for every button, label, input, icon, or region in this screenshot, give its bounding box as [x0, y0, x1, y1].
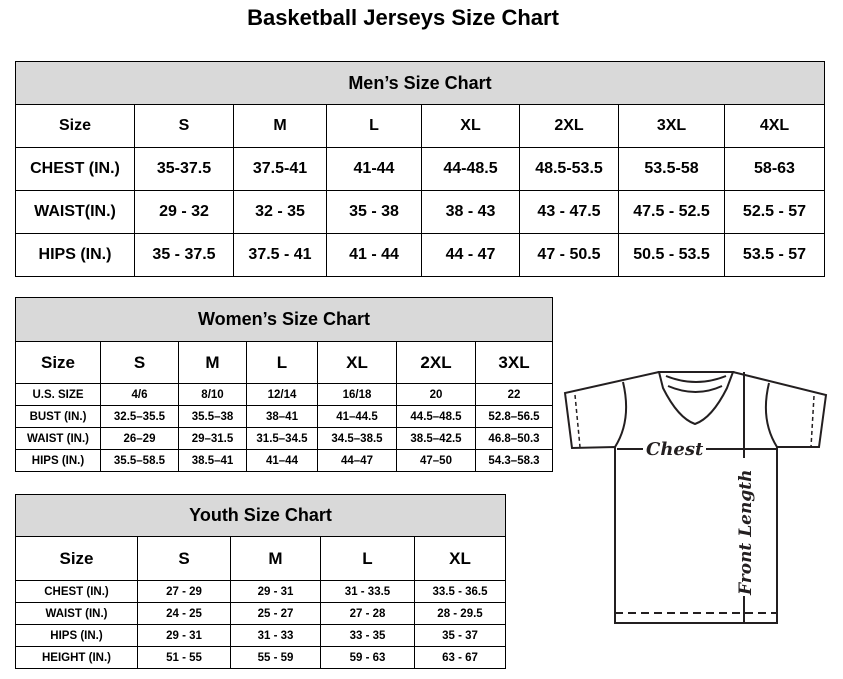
row-label: WAIST(IN.)	[15, 190, 135, 234]
header-cell: XL	[421, 104, 520, 148]
table-cell: 37.5 - 41	[233, 233, 327, 277]
page-title: Basketball Jerseys Size Chart	[247, 5, 559, 30]
table-cell: 58-63	[724, 147, 825, 191]
header-cell: L	[320, 536, 415, 581]
table-row: U.S. SIZE 4/6 8/10 12/14 16/18 20 22	[15, 383, 554, 406]
table-row: HIPS (IN.) 35 - 37.5 37.5 - 41 41 - 44 44 - …	[15, 233, 825, 277]
table-cell: 28 - 29.5	[413, 602, 507, 625]
table-cell: 47–50	[396, 449, 476, 472]
table-cell: 59 - 63	[320, 646, 415, 669]
mens-size-table: Men’s Size Chart Size S M L XL 2XL 3XL 4XL CHEST …	[15, 61, 825, 277]
table-cell: 38.5–41	[178, 449, 247, 472]
header-cell: L	[326, 104, 422, 148]
table-cell: 63 - 67	[413, 646, 507, 669]
row-label: BUST (IN.)	[15, 405, 101, 428]
header-cell: S	[137, 536, 231, 581]
table-cell: 29 - 31	[137, 624, 231, 647]
table-cell: 48.5-53.5	[519, 147, 619, 191]
row-label: CHEST (IN.)	[15, 147, 135, 191]
table-cell: 35 - 37.5	[134, 233, 234, 277]
men-table-title: Men’s Size Chart	[15, 61, 825, 105]
table-cell: 55 - 59	[230, 646, 321, 669]
table-row: WAIST(IN.) 29 - 32 32 - 35 35 - 38 38 - 43 43…	[15, 190, 825, 234]
row-label: HEIGHT (IN.)	[15, 646, 138, 669]
header-cell: 2XL	[396, 341, 476, 384]
header-cell: 2XL	[519, 104, 619, 148]
table-cell: 38 - 43	[421, 190, 520, 234]
table-cell: 43 - 47.5	[519, 190, 619, 234]
table-cell: 41 - 44	[326, 233, 422, 277]
table-cell: 52.8–56.5	[474, 405, 554, 428]
header-cell: 3XL	[618, 104, 725, 148]
table-row: HEIGHT (IN.) 51 - 55 55 - 59 59 - 63 63 - 67	[15, 646, 507, 669]
table-row: CHEST (IN.) 27 - 29 29 - 31 31 - 33.5 33.5 -…	[15, 580, 507, 603]
table-row: WAIST (IN.) 24 - 25 25 - 27 27 - 28 28 - 29.…	[15, 602, 507, 625]
table-cell: 33.5 - 36.5	[413, 580, 507, 603]
header-cell: XL	[413, 536, 507, 581]
table-cell: 44.5–48.5	[396, 405, 476, 428]
header-cell: L	[246, 341, 318, 384]
womens-size-table: Women’s Size Chart Size S M L XL 2XL 3XL U.S. SI…	[14, 297, 554, 472]
table-row: CHEST (IN.) 35-37.5 37.5-41 41-44 44-48.5 48.…	[15, 147, 825, 191]
table-cell: 52.5 - 57	[724, 190, 825, 234]
header-cell: S	[134, 104, 234, 148]
front-length-label: Front Length	[736, 470, 756, 596]
table-row: BUST (IN.) 32.5–35.5 35.5–38 38–41 41–44.5 44…	[15, 405, 554, 428]
table-cell: 26–29	[100, 427, 179, 450]
table-row: HIPS (IN.) 35.5–58.5 38.5–41 41–44 44–47 47–5…	[15, 449, 554, 472]
table-cell: 41–44	[246, 449, 318, 472]
table-cell: 34.5–38.5	[317, 427, 397, 450]
header-cell: M	[233, 104, 327, 148]
chest-label: Chest	[646, 439, 704, 460]
table-cell: 46.8–50.3	[474, 427, 554, 450]
header-cell: Size	[15, 536, 138, 581]
header-cell: M	[230, 536, 321, 581]
table-cell: 47 - 50.5	[519, 233, 619, 277]
table-row: WAIST (IN.) 26–29 29–31.5 31.5–34.5 34.5–38.…	[15, 427, 554, 450]
table-cell: 53.5-58	[618, 147, 725, 191]
table-cell: 41-44	[326, 147, 422, 191]
table-cell: 33 - 35	[320, 624, 415, 647]
header-cell: Size	[15, 341, 101, 384]
table-cell: 54.3–58.3	[474, 449, 554, 472]
table-cell: 44-48.5	[421, 147, 520, 191]
table-cell: 35 - 38	[326, 190, 422, 234]
row-label: HIPS (IN.)	[15, 449, 101, 472]
youth-size-table: Youth Size Chart Size S M L XL CHEST (IN.) 27 -…	[14, 494, 507, 669]
table-cell: 29–31.5	[178, 427, 247, 450]
youth-table-title: Youth Size Chart	[14, 494, 507, 537]
table-cell: 51 - 55	[137, 646, 231, 669]
table-cell: 32 - 35	[233, 190, 327, 234]
table-cell: 25 - 27	[230, 602, 321, 625]
row-label: HIPS (IN.)	[15, 233, 135, 277]
table-cell: 53.5 - 57	[724, 233, 825, 277]
table-cell: 38.5–42.5	[396, 427, 476, 450]
table-cell: 35.5–38	[178, 405, 247, 428]
table-cell: 31 - 33	[230, 624, 321, 647]
